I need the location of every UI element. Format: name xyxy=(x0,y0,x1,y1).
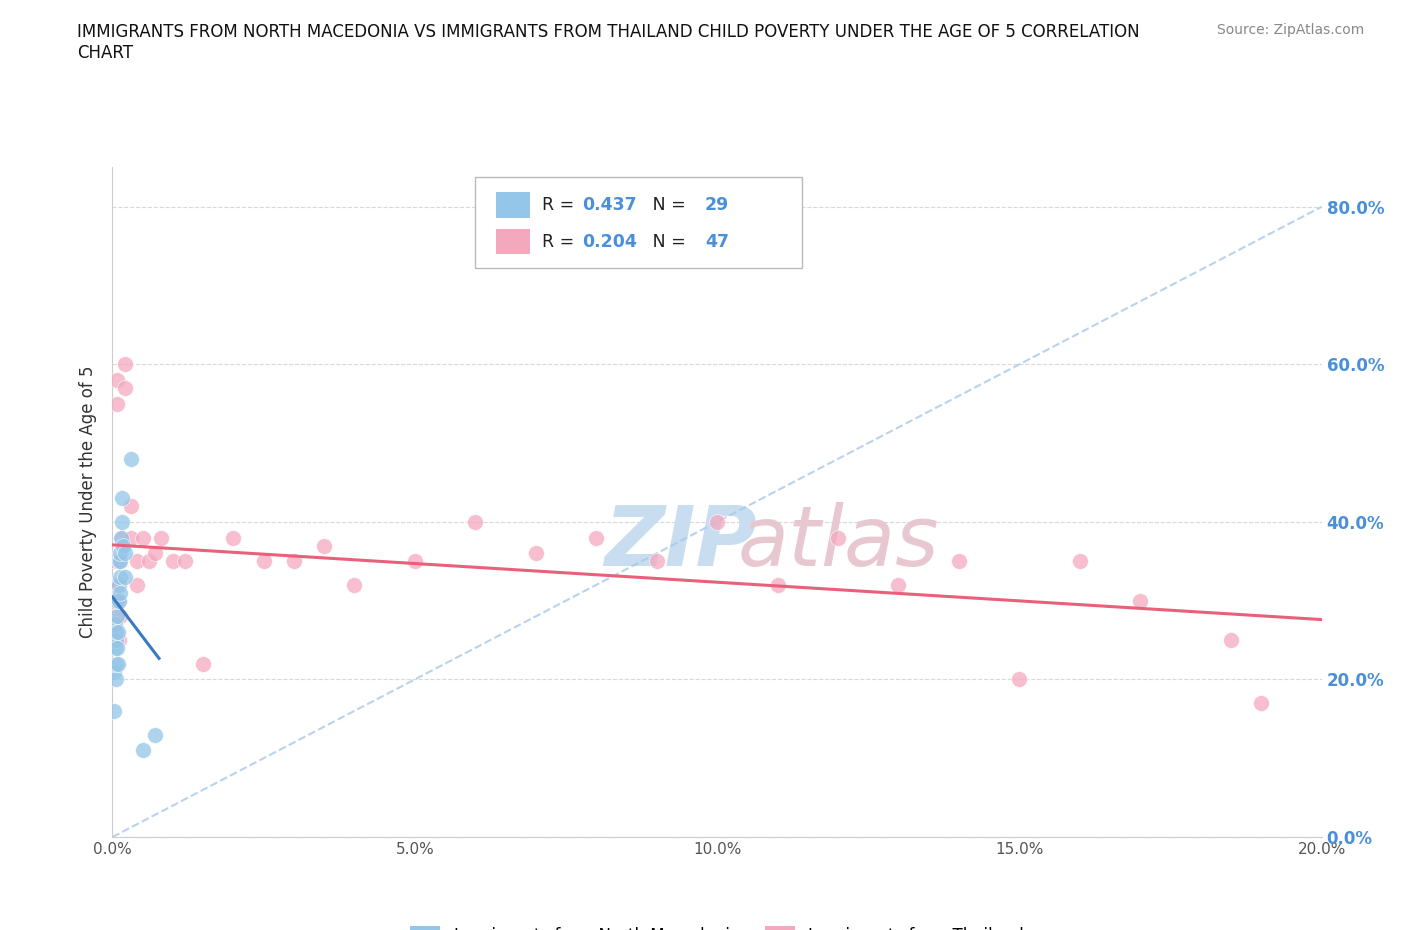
Point xyxy=(110,530,132,545)
Text: R =: R = xyxy=(541,233,579,251)
Point xyxy=(104,617,127,631)
Point xyxy=(114,569,136,584)
Point xyxy=(111,538,134,553)
Point xyxy=(343,578,366,592)
Point xyxy=(105,554,128,569)
Point xyxy=(149,530,172,545)
Point xyxy=(104,609,127,624)
Point xyxy=(143,546,166,561)
Point xyxy=(114,546,136,561)
Point xyxy=(120,530,142,545)
Point xyxy=(585,530,607,545)
Text: CHART: CHART xyxy=(77,44,134,61)
Point xyxy=(524,546,547,561)
Text: IMMIGRANTS FROM NORTH MACEDONIA VS IMMIGRANTS FROM THAILAND CHILD POVERTY UNDER : IMMIGRANTS FROM NORTH MACEDONIA VS IMMIG… xyxy=(77,23,1140,41)
Point xyxy=(110,609,132,624)
Point xyxy=(105,625,128,640)
FancyBboxPatch shape xyxy=(496,229,530,255)
Point xyxy=(103,703,125,718)
Point xyxy=(138,554,160,569)
Point xyxy=(162,554,184,569)
Text: 0.204: 0.204 xyxy=(582,233,637,251)
Text: 47: 47 xyxy=(704,233,728,251)
Text: R =: R = xyxy=(541,196,579,214)
Point xyxy=(104,578,127,592)
Point xyxy=(104,632,127,647)
Point xyxy=(104,672,127,687)
Point xyxy=(107,657,129,671)
Point xyxy=(132,530,155,545)
Point xyxy=(110,569,132,584)
Point xyxy=(125,578,148,592)
Point xyxy=(1220,632,1243,647)
Point xyxy=(1069,554,1091,569)
Point xyxy=(107,632,129,647)
Point xyxy=(110,530,132,545)
Text: atlas: atlas xyxy=(737,502,939,583)
Point xyxy=(108,554,131,569)
Point xyxy=(103,617,125,631)
Legend: Immigrants from North Macedonia, Immigrants from Thailand: Immigrants from North Macedonia, Immigra… xyxy=(404,919,1031,930)
Point xyxy=(645,554,668,569)
Point xyxy=(1008,672,1031,687)
Point xyxy=(105,657,128,671)
FancyBboxPatch shape xyxy=(496,193,530,218)
Point xyxy=(104,641,127,656)
Point xyxy=(1129,593,1152,608)
Point xyxy=(105,593,128,608)
Point xyxy=(103,664,125,679)
Point xyxy=(107,578,129,592)
Point xyxy=(114,380,136,395)
Point xyxy=(107,554,129,569)
Point xyxy=(110,546,132,561)
Point xyxy=(105,396,128,411)
Point xyxy=(191,657,214,671)
Point xyxy=(887,578,910,592)
Point xyxy=(132,743,155,758)
Y-axis label: Child Poverty Under the Age of 5: Child Poverty Under the Age of 5 xyxy=(79,365,97,639)
Point xyxy=(766,578,789,592)
Point xyxy=(283,554,305,569)
Text: N =: N = xyxy=(636,196,692,214)
Point xyxy=(174,554,197,569)
Point xyxy=(143,727,166,742)
Point xyxy=(125,554,148,569)
Text: ZIP: ZIP xyxy=(605,502,756,583)
Point xyxy=(120,451,142,466)
Point xyxy=(120,498,142,513)
Point xyxy=(108,554,131,569)
Text: Source: ZipAtlas.com: Source: ZipAtlas.com xyxy=(1216,23,1364,37)
Point xyxy=(114,357,136,372)
Point xyxy=(105,373,128,388)
Point xyxy=(1250,696,1272,711)
Point xyxy=(108,585,131,600)
Point xyxy=(111,491,134,506)
FancyBboxPatch shape xyxy=(475,178,801,268)
Point xyxy=(103,593,125,608)
Point xyxy=(464,514,486,529)
Text: N =: N = xyxy=(636,233,692,251)
Text: 29: 29 xyxy=(704,196,730,214)
Point xyxy=(110,514,132,529)
Point xyxy=(222,530,245,545)
Point xyxy=(948,554,970,569)
Point xyxy=(107,578,129,592)
Point xyxy=(107,593,129,608)
Point xyxy=(104,632,127,647)
Text: 0.437: 0.437 xyxy=(582,196,637,214)
Point xyxy=(706,514,728,529)
Point xyxy=(107,593,129,608)
Point xyxy=(827,530,849,545)
Point xyxy=(105,641,128,656)
Point xyxy=(107,625,129,640)
Point xyxy=(404,554,426,569)
Point xyxy=(253,554,276,569)
Point xyxy=(105,609,128,624)
Point xyxy=(314,538,336,553)
